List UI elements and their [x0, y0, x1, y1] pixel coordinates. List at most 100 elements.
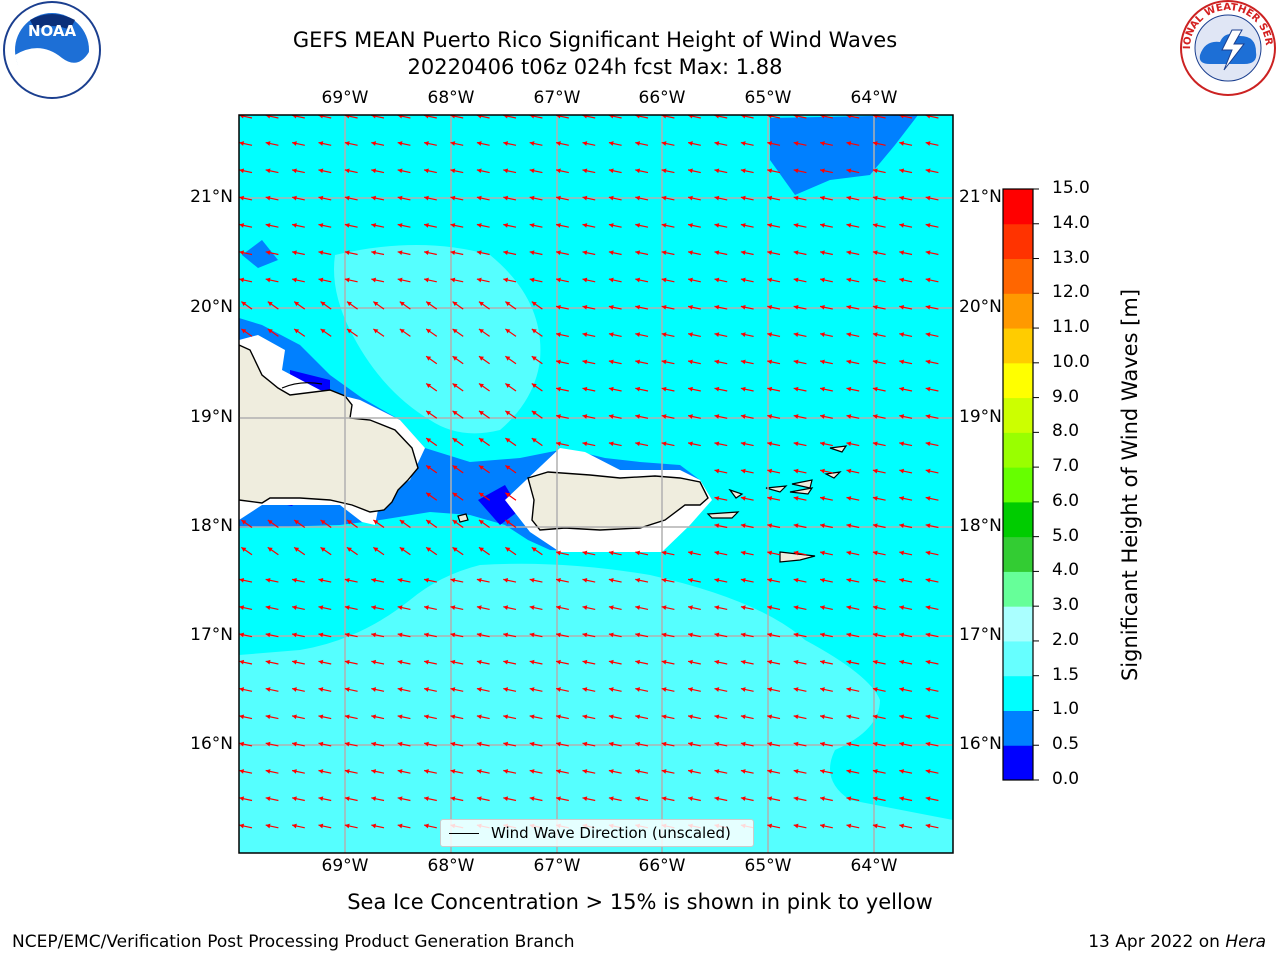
wind-wave-arrow [661, 769, 675, 774]
wind-wave-arrow [265, 741, 279, 747]
wind-wave-arrow [635, 632, 649, 638]
wind-wave-arrow [714, 687, 728, 692]
wind-wave-arrow [397, 632, 411, 638]
wind-wave-arrow [291, 250, 305, 256]
wind-wave-arrow [505, 328, 517, 337]
wind-wave-arrow [397, 141, 411, 146]
wind-wave-arrow [661, 168, 675, 174]
colorbar-tick-label: 13.0 [1052, 247, 1090, 268]
wind-wave-arrow [318, 605, 332, 610]
sea-0.5-1m-nw [242, 240, 278, 268]
wind-wave-arrow [239, 632, 253, 638]
wind-wave-arrow [239, 195, 253, 201]
wind-wave-arrow [767, 441, 781, 447]
colorbar-segment [1003, 640, 1033, 677]
wind-wave-arrow [767, 277, 781, 283]
wind-wave-arrow [371, 687, 385, 692]
wind-wave-arrow [291, 714, 305, 720]
wind-wave-arrow [767, 605, 781, 610]
wind-wave-arrow [661, 386, 675, 392]
wind-wave-arrow [529, 577, 543, 583]
wind-wave-arrow [450, 250, 464, 256]
wind-wave-arrow [635, 687, 649, 692]
wind-wave-arrow [740, 659, 754, 665]
colorbar-segment [1003, 258, 1033, 294]
wind-wave-arrow [872, 250, 886, 256]
wind-wave-arrow [925, 332, 939, 337]
wind-wave-arrow [740, 141, 754, 146]
wind-wave-arrow [293, 328, 306, 337]
axis-tick-label: 68°W [427, 856, 475, 876]
wind-wave-arrow [846, 741, 860, 747]
wind-wave-arrow [555, 414, 569, 419]
wind-wave-arrow [478, 383, 490, 392]
wind-wave-arrow [452, 301, 464, 310]
wind-wave-arrow [423, 277, 437, 283]
wind-wave-arrow [819, 496, 833, 501]
wind-wave-arrow [397, 741, 411, 747]
axis-tick-label: 20°N [190, 297, 233, 317]
wind-wave-arrow [531, 383, 543, 392]
wind-wave-arrow [925, 141, 939, 146]
wind-wave-arrow [267, 328, 279, 337]
wind-wave-arrow [635, 414, 649, 419]
wind-wave-arrow [608, 741, 622, 747]
wind-wave-arrow [397, 195, 411, 201]
colorbar-tick-label: 4.0 [1052, 560, 1080, 581]
wind-wave-arrow [371, 605, 385, 610]
wind-wave-arrow [529, 714, 543, 720]
wind-wave-arrow [767, 687, 781, 692]
wind-wave-arrow [714, 796, 728, 802]
wind-wave-arrow [423, 141, 437, 146]
wind-wave-arrow [529, 277, 543, 283]
wind-wave-arrow [582, 414, 596, 419]
axis-tick-label: 67°W [533, 856, 581, 876]
wind-wave-arrow [239, 277, 253, 283]
wind-wave-arrow [714, 414, 728, 419]
wind-wave-arrow [661, 659, 675, 665]
wind-wave-arrow [687, 714, 701, 720]
wind-wave-arrow [320, 546, 332, 556]
wind-wave-arrow [239, 250, 253, 256]
wind-wave-arrow [872, 304, 886, 310]
wind-wave-arrow [371, 141, 385, 146]
wind-wave-arrow [925, 632, 939, 638]
colorbar-tick-label: 11.0 [1052, 317, 1090, 338]
wind-wave-arrow [582, 550, 596, 556]
wind-wave-arrow [239, 687, 253, 692]
colorbar-segment [1003, 467, 1033, 503]
colorbar-segment [1003, 675, 1033, 711]
wind-wave-arrow [872, 277, 886, 283]
wind-wave-arrow [291, 141, 305, 146]
wind-wave-arrow [793, 796, 807, 802]
wind-wave-arrow [925, 277, 939, 283]
wind-wave-arrow [635, 277, 649, 283]
wind-wave-arrow [423, 605, 437, 610]
wind-wave-arrow [450, 577, 464, 583]
axis-tick-label: 21°N [190, 187, 233, 207]
wind-wave-arrow [608, 632, 622, 638]
wind-wave-arrow [819, 823, 833, 829]
wind-wave-arrow [582, 223, 596, 228]
wind-wave-arrow [819, 414, 833, 419]
wind-wave-arrow [819, 277, 833, 283]
wind-wave-arrow [555, 304, 569, 310]
wind-wave-arrow [687, 359, 701, 365]
wind-wave-arrow [371, 577, 385, 583]
wind-wave-arrow [241, 546, 253, 556]
wind-wave-arrow [478, 301, 490, 310]
wind-wave-arrow [582, 632, 596, 638]
wind-wave-arrow [450, 659, 464, 665]
wind-wave-arrow [714, 359, 728, 365]
land-st-thomas [765, 485, 788, 493]
wind-wave-arrow [452, 437, 464, 447]
wind-wave-arrow [582, 277, 596, 283]
wind-wave-arrow [531, 410, 543, 419]
wind-wave-arrow [478, 328, 490, 337]
wind-wave-arrow [373, 519, 385, 528]
wind-wave-arrow [423, 632, 437, 638]
wind-wave-arrow [608, 195, 622, 201]
axis-tick-label: 18°N [959, 516, 1002, 536]
wind-wave-arrow [767, 386, 781, 392]
wind-wave-arrow [872, 796, 886, 802]
